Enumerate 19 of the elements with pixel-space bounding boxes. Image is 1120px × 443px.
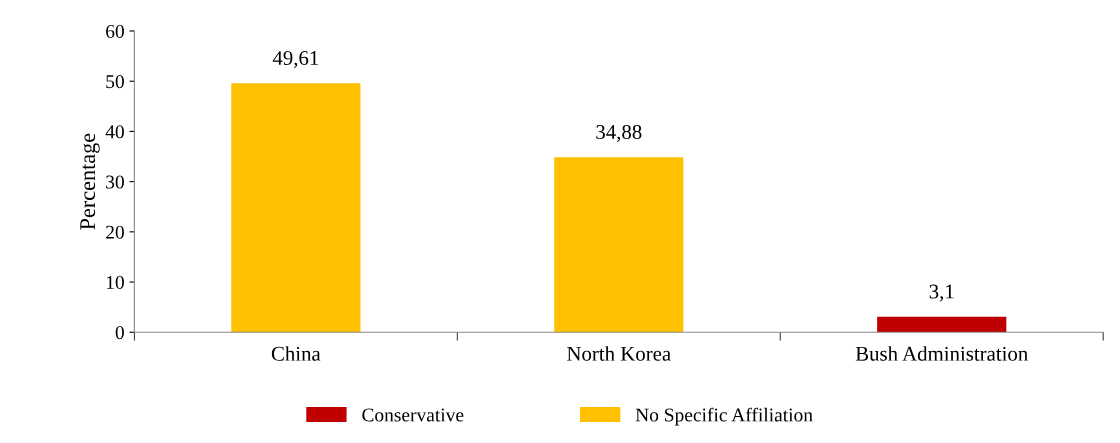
x-tick-label: North Korea — [567, 346, 671, 361]
y-tick-label: 50 — [106, 75, 124, 89]
data-label: 34,88 — [596, 124, 642, 143]
y-tick-label: 40 — [105, 125, 124, 139]
y-tick-label: 60 — [106, 24, 124, 38]
bar — [554, 157, 684, 333]
x-tick-label: China — [271, 346, 321, 361]
y-axis-title: Percentage — [80, 133, 100, 230]
bar — [231, 83, 361, 333]
data-label: 49,61 — [272, 51, 319, 69]
y-tick-label: 30 — [106, 175, 124, 189]
y-tick-label: 20 — [106, 225, 124, 239]
bar — [877, 316, 1007, 333]
x-tick-label: Bush Administration — [855, 346, 1028, 361]
legend-label: Conservative — [362, 408, 464, 422]
data-label: 3,1 — [929, 284, 954, 302]
y-tick-label: 0 — [115, 326, 124, 340]
legend-label: No Specific Affiliation — [635, 407, 813, 426]
y-tick-label: 10 — [106, 275, 124, 289]
